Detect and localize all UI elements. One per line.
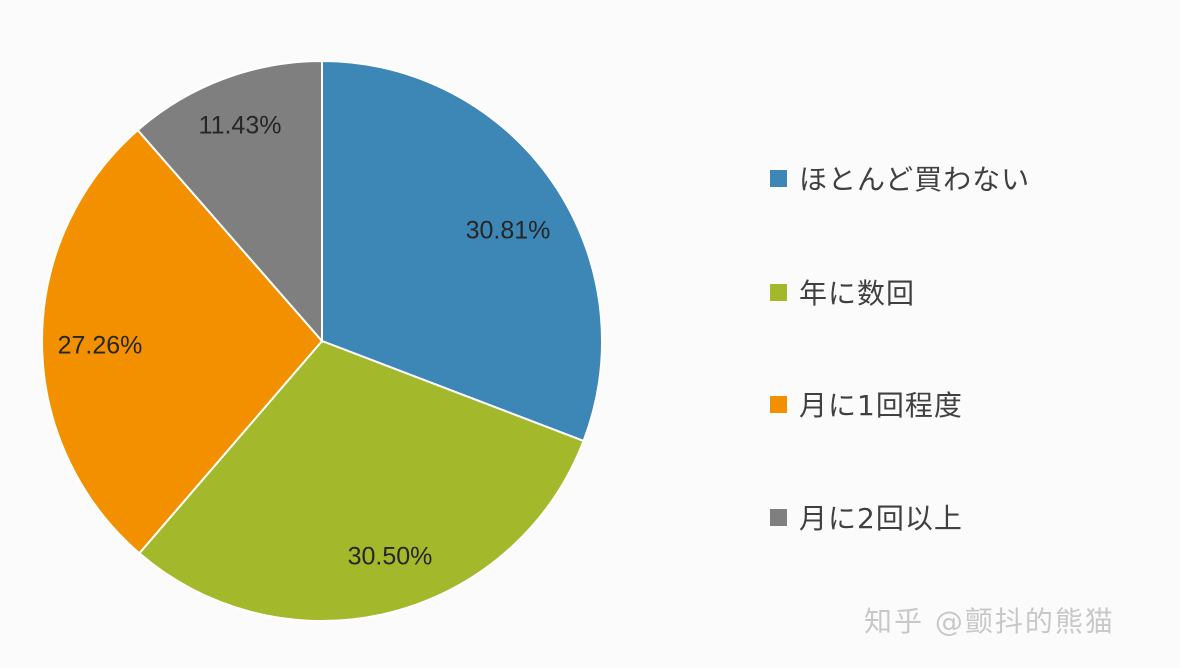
slice-value-label: 30.81%	[466, 217, 551, 245]
pie-slice	[137, 339, 585, 622]
legend-label: 年に数回	[799, 277, 916, 310]
legend-label: 月に1回程度	[799, 389, 963, 422]
pie-slice	[136, 59, 323, 344]
slice-value-label: 27.26%	[58, 332, 143, 360]
watermark: 知乎 @颤抖的熊猫	[864, 605, 1115, 638]
pie-slice	[41, 128, 324, 555]
slice-value-label: 11.43%	[199, 112, 282, 140]
legend-item-twice-month: 月に2回以上	[770, 497, 963, 537]
legend-item-rarely: ほとんど買わない	[770, 158, 1030, 198]
legend-label: 月に2回以上	[799, 502, 963, 535]
slice-value-label: 30.50%	[348, 543, 433, 571]
legend-swatch	[770, 395, 787, 413]
pie-slice	[321, 59, 603, 443]
legend-item-few-times-year: 年に数回	[770, 272, 915, 312]
legend-label: ほとんど買わない	[799, 163, 1031, 196]
pie-chart: 30.81% 30.50% 27.26% 11.43%	[41, 59, 603, 622]
legend-swatch	[770, 283, 787, 301]
legend-item-once-month: 月に1回程度	[770, 384, 963, 424]
legend-swatch	[770, 169, 787, 187]
legend-swatch	[770, 508, 787, 526]
